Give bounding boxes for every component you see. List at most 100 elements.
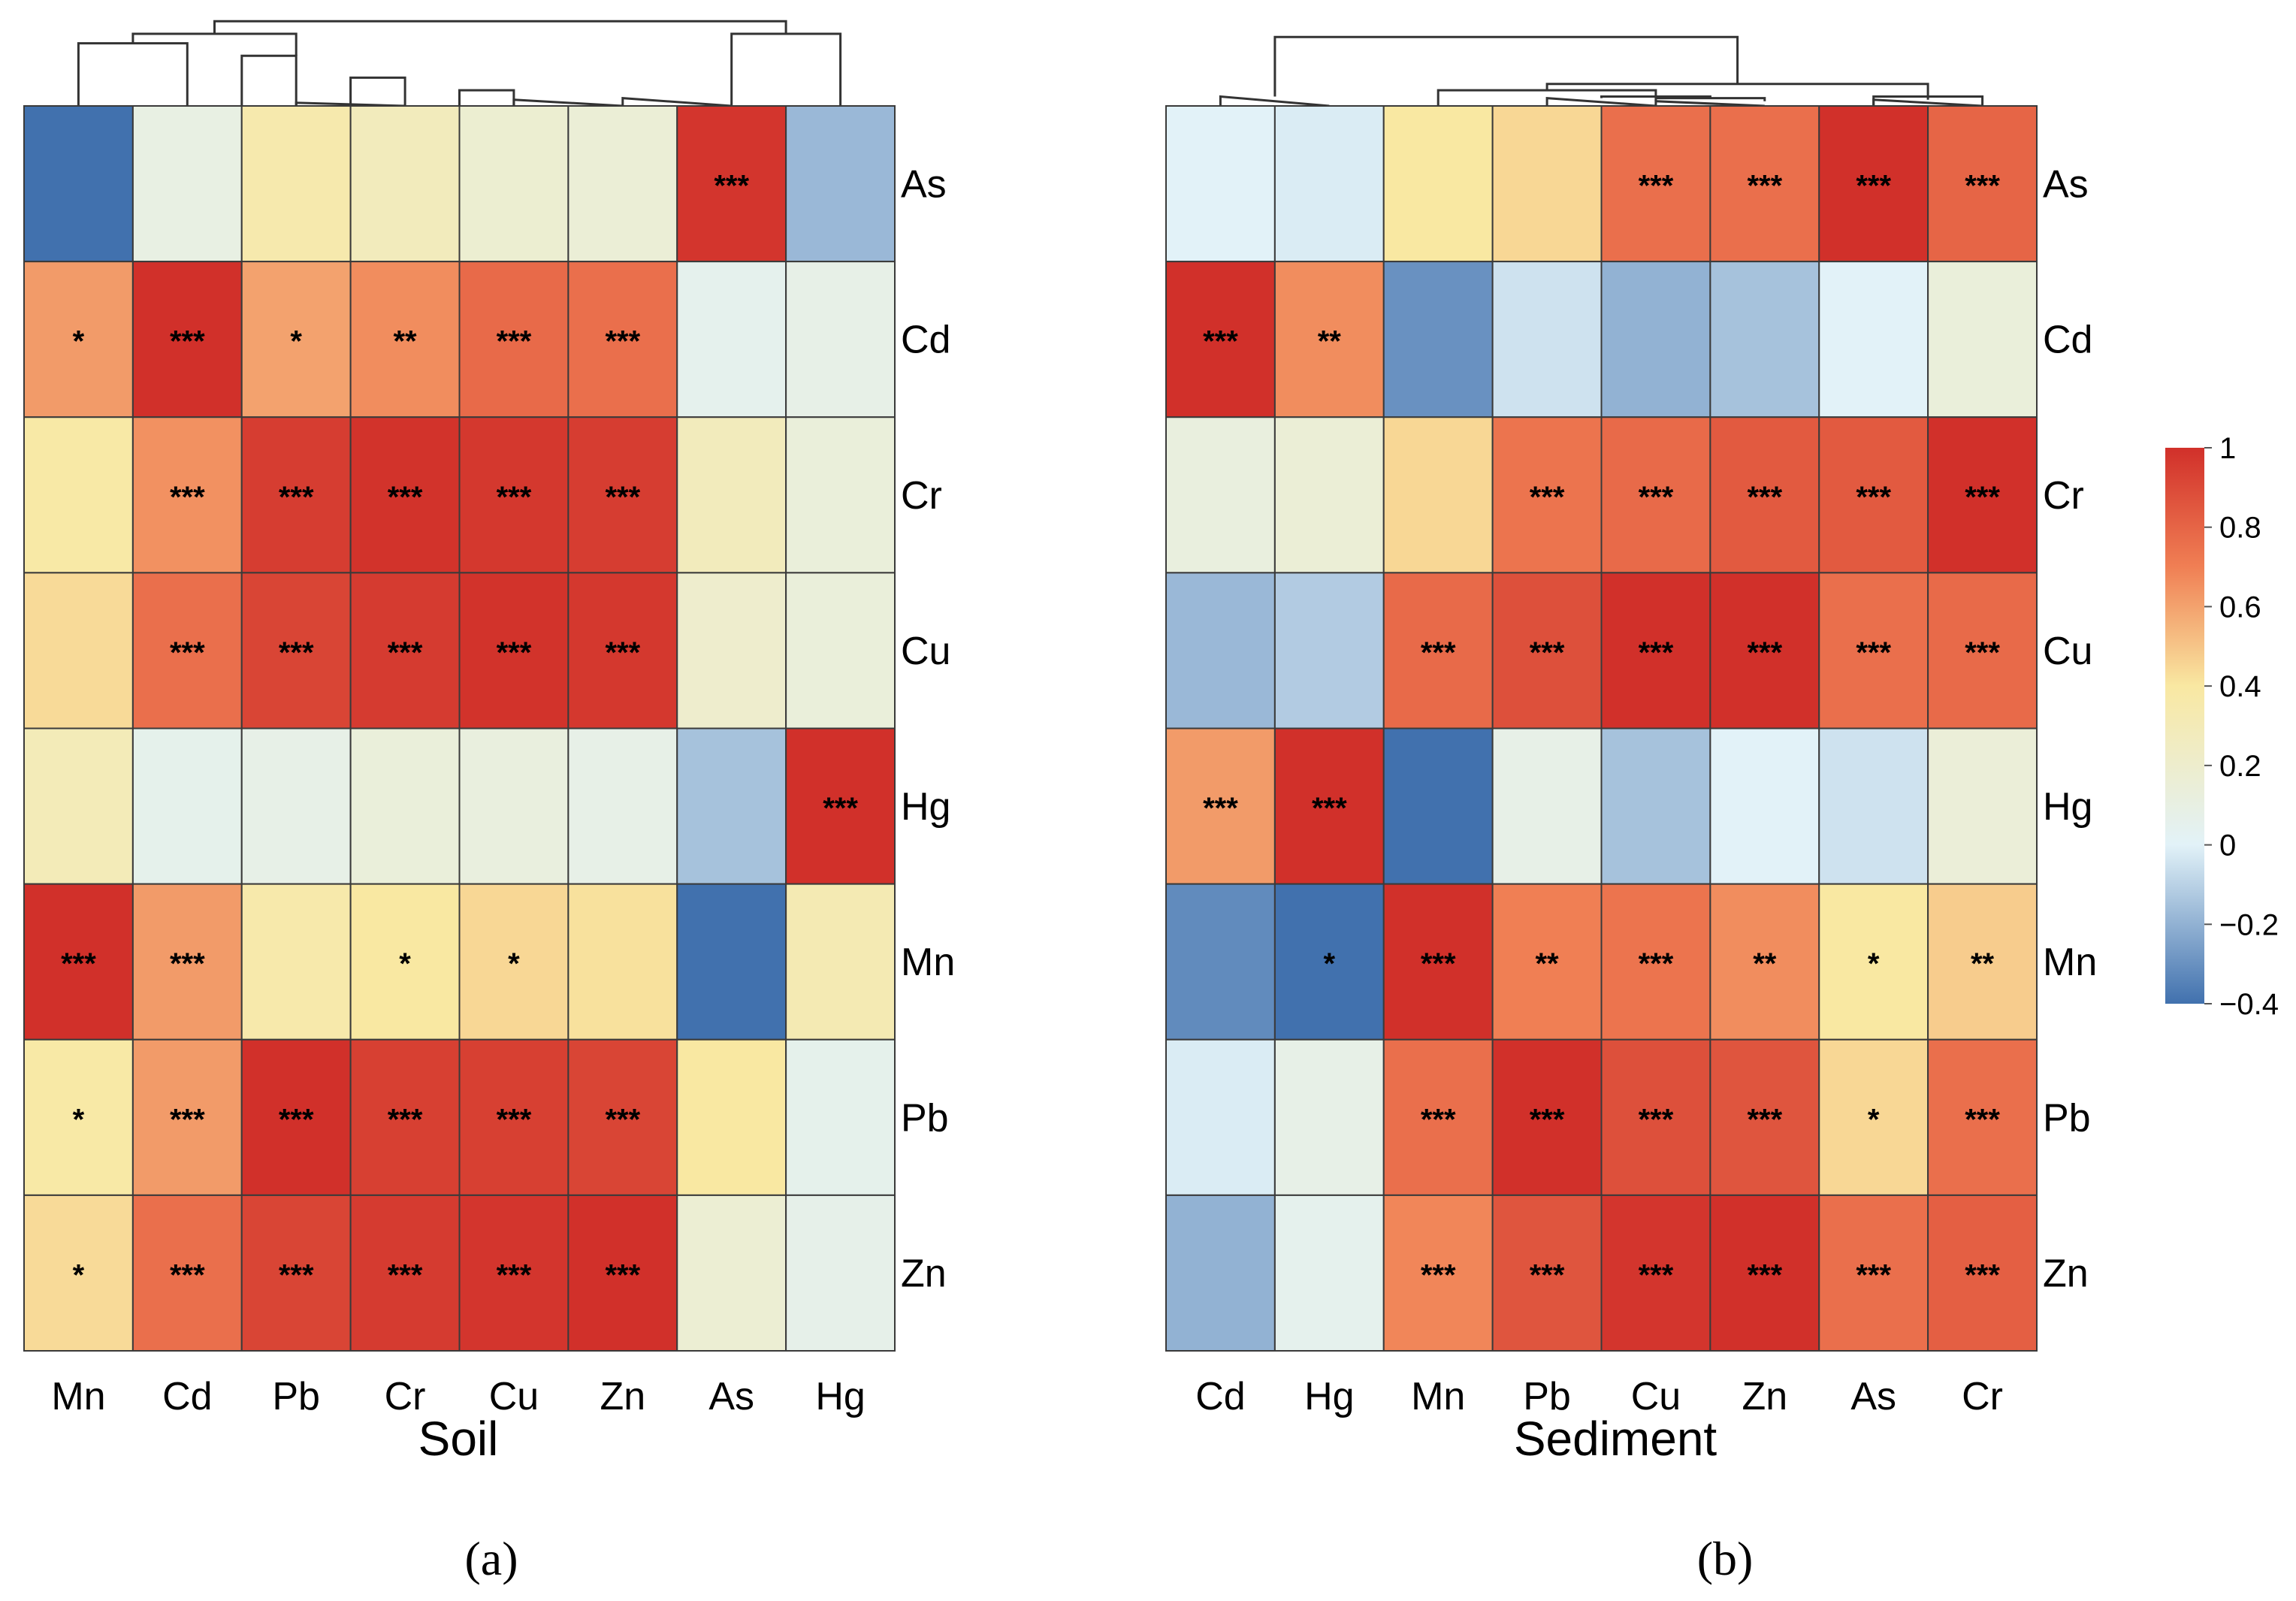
soil-significance-mark: *** [170,481,205,514]
soil-cell-zn-mn [23,1194,134,1352]
soil-column-label-pb: Pb [272,1375,320,1418]
soil-column-label-hg: Hg [815,1375,865,1418]
soil-cell-zn-pb [240,1194,352,1352]
soil-heatmap-panel: **** *** * ** *** ****** *** *** *** ****** *** ***… [23,20,955,1585]
sediment-column-labels: Cd Hg Mn Pb Cu Zn As Cr [1195,1375,2003,1418]
sediment-cell-cd-as [1818,261,1929,418]
soil-cell-cr-cu [458,416,569,574]
soil-cell-pb-as [676,1038,787,1196]
soil-dendrogram-branch [213,20,787,34]
soil-dendrogram-branch [512,98,623,107]
sediment-significance-mark: *** [1530,1258,1565,1291]
sediment-row-label-cr: Cr [2043,474,2084,518]
sediment-cell-hg-zn [1709,727,1820,885]
sediment-cell-as-pb [1491,105,1603,263]
sediment-column-label-mn: Mn [1411,1375,1465,1418]
sediment-column-label-cd: Cd [1195,1375,1245,1418]
sediment-row-label-cd: Cd [2043,319,2092,362]
soil-significance-mark: *** [279,1258,314,1291]
soil-significance-mark: *** [170,1258,205,1291]
soil-significance-mark: *** [714,170,749,203]
sediment-significance-mark: *** [1639,947,1674,980]
soil-significance-mark: *** [170,947,205,980]
soil-cell-zn-hg [785,1194,896,1352]
sediment-cell-cd-cu [1600,261,1711,418]
sediment-cell-cr-cr [1927,416,2038,574]
sediment-cell-mn-cd [1165,883,1276,1041]
soil-cell-hg-hg [785,727,896,885]
sediment-dendrogram-branch [1872,95,1984,106]
soil-cell-as-mn [23,105,134,263]
soil-cell-pb-mn [23,1038,134,1196]
soil-cell-as-hg [785,105,896,263]
sediment-dendrogram-branch [1654,97,1766,101]
sediment-cell-cr-mn [1382,416,1494,574]
sediment-cell-cd-zn [1709,261,1820,418]
soil-significance-mark: *** [279,481,314,514]
color-scale-ticks: 1 0.8 0.6 0.4 0.2 0 −0.2 −0.4 [2204,432,2279,1021]
sediment-cell-pb-cd [1165,1038,1276,1196]
soil-cell-mn-hg [785,883,896,1041]
sediment-significance-mark: ** [1535,947,1559,980]
soil-heatmap-frame [23,105,896,1352]
soil-cell-as-cd [131,105,243,263]
soil-significance-mark: *** [279,1103,314,1136]
soil-significance-mark: *** [497,481,532,514]
sediment-cell-cr-cd [1165,416,1276,574]
sediment-significance-mark: *** [1203,792,1238,825]
sediment-cell-mn-cr [1927,883,2038,1041]
sediment-cell-cd-cr [1927,261,2038,418]
soil-cell-cd-hg [785,261,896,418]
sediment-cell-as-mn [1382,105,1494,263]
sediment-row-label-cu: Cu [2043,630,2092,673]
sediment-significance-mark: *** [1530,1103,1565,1136]
soil-dendrogram-branch [349,76,406,106]
sediment-cell-zn-as [1818,1194,1929,1352]
soil-dendrogram-branch [458,89,515,106]
sediment-heatmap-frame [1165,105,2038,1352]
soil-significance-mark: *** [388,1103,423,1136]
panel-label-b: (b) [1697,1532,1754,1585]
soil-significance-mark: *** [170,636,205,669]
soil-significance-mark: *** [605,325,640,358]
soil-significance-mark: * [399,947,411,980]
soil-column-label-zn: Zn [600,1375,645,1418]
sediment-significance-mark: *** [1421,636,1456,669]
soil-cell-hg-mn [23,727,134,885]
soil-cell-cr-cr [349,416,461,574]
soil-dendrogram-branch [131,32,298,56]
soil-column-label-as: As [708,1375,754,1418]
sediment-column-label-as: As [1850,1375,1896,1418]
color-scale-tick-label: 0.2 [2219,750,2261,783]
soil-significance-mark: *** [605,636,640,669]
soil-cell-cr-as [676,416,787,574]
soil-cell-zn-zn [567,1194,678,1352]
sediment-cell-cr-hg [1273,416,1385,574]
sediment-significance-mark: *** [1856,636,1891,669]
soil-row-labels: As Cd Cr Cu Hg Mn Pb Zn [901,163,955,1296]
soil-significance-mark: * [290,325,302,358]
sediment-cell-pb-zn [1709,1038,1820,1196]
sediment-cell-as-as [1818,105,1929,263]
sediment-column-label-zn: Zn [1742,1375,1787,1418]
sediment-row-label-pb: Pb [2043,1096,2091,1140]
soil-cell-cu-pb [240,572,352,730]
soil-significance-mark: *** [823,792,858,825]
sediment-significance-mark: *** [1965,1103,2000,1136]
sediment-row-label-hg: Hg [2043,785,2092,829]
sediment-cell-hg-pb [1491,727,1603,885]
color-scale-tick-label: 0.8 [2219,512,2261,545]
soil-significance-mark: *** [605,481,640,514]
sediment-cell-mn-mn [1382,883,1494,1041]
soil-cell-cr-mn [23,416,134,574]
soil-cell-hg-cd [131,727,243,885]
soil-cell-hg-zn [567,727,678,885]
soil-cell-pb-hg [785,1038,896,1196]
sediment-cell-cu-cu [1600,572,1711,730]
soil-row-label-hg: Hg [901,785,950,829]
soil-significance-mark: *** [605,1258,640,1291]
sediment-significance-mark: * [1868,947,1880,980]
color-scale-tick-label: −0.4 [2219,988,2279,1021]
soil-significance-mark: * [508,947,520,980]
sediment-significance-mark: *** [1312,792,1347,825]
